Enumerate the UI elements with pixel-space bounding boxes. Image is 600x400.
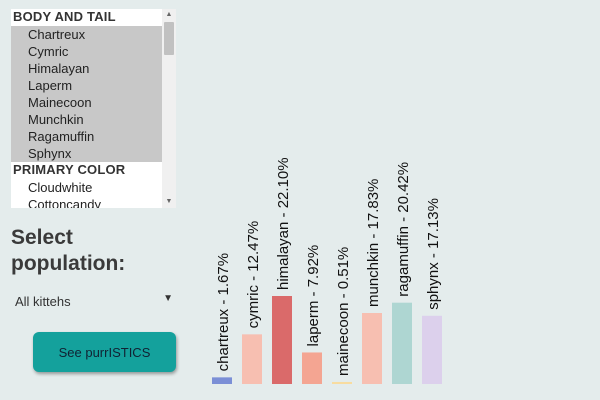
listbox-option-munchkin[interactable]: Munchkin [11,111,162,128]
dropdown-arrow-icon: ▼ [163,293,173,304]
listbox-scrollbar[interactable]: ▲ ▼ [162,9,176,208]
bar-ragamuffin [392,302,412,384]
scroll-thumb[interactable] [164,22,174,55]
bar-himalayan [272,296,292,384]
listbox-option-himalayan[interactable]: Himalayan [11,60,162,77]
bar-label-ragamuffin: ragamuffin - 20.42% [395,162,412,297]
bar-laperm [302,352,322,384]
breed-percentage-chart: chartreux - 1.67% cymric - 12.47% himalaya… [212,157,442,384]
scroll-up-arrow-icon[interactable]: ▲ [165,11,173,18]
bar-label-mainecoon: mainecoon - 0.51% [335,247,352,376]
listbox-option-sphynx[interactable]: Sphynx [11,145,162,162]
bar-label-sphynx: sphynx - 17.13% [425,198,442,310]
optgroup-label: PRIMARY COLOR [13,162,126,177]
see-purristics-button[interactable]: See purrISTICS [33,332,176,372]
population-select-value: All kittehs [15,294,71,309]
population-heading: Select population: [11,226,126,275]
listbox-option-ragamuffin[interactable]: Ragamuffin [11,128,162,145]
bar-sphynx [422,315,442,384]
bar-label-cymric: cymric - 12.47% [245,221,262,329]
scroll-down-arrow-icon[interactable]: ▼ [165,198,173,205]
bar-label-munchkin: munchkin - 17.83% [365,179,382,307]
listbox-option-laperm[interactable]: Laperm [11,77,162,94]
bar-chartreux [212,377,232,384]
bar-label-chartreux: chartreux - 1.67% [215,253,232,371]
listbox-option-cymric[interactable]: Cymric [11,43,162,60]
optgroup-label: BODY AND TAIL [13,9,116,24]
listbox-option-mainecoon[interactable]: Mainecoon [11,94,162,111]
bar-label-laperm: laperm - 7.92% [305,245,322,347]
bar-mainecoon [332,381,352,384]
breed-listbox[interactable]: BODY AND TAIL Chartreux Cymric Himalayan Lap… [11,9,176,208]
bar-munchkin [362,313,382,384]
bar-cymric [242,334,262,384]
bar-label-himalayan: himalayan - 22.10% [275,157,292,290]
listbox-option-chartreux[interactable]: Chartreux [11,26,162,43]
population-select[interactable]: All kittehs ▼ [11,291,176,311]
listbox-option-cloudwhite[interactable]: Cloudwhite [28,180,93,195]
listbox-option-cottoncandy[interactable]: Cottoncandy [28,197,101,208]
